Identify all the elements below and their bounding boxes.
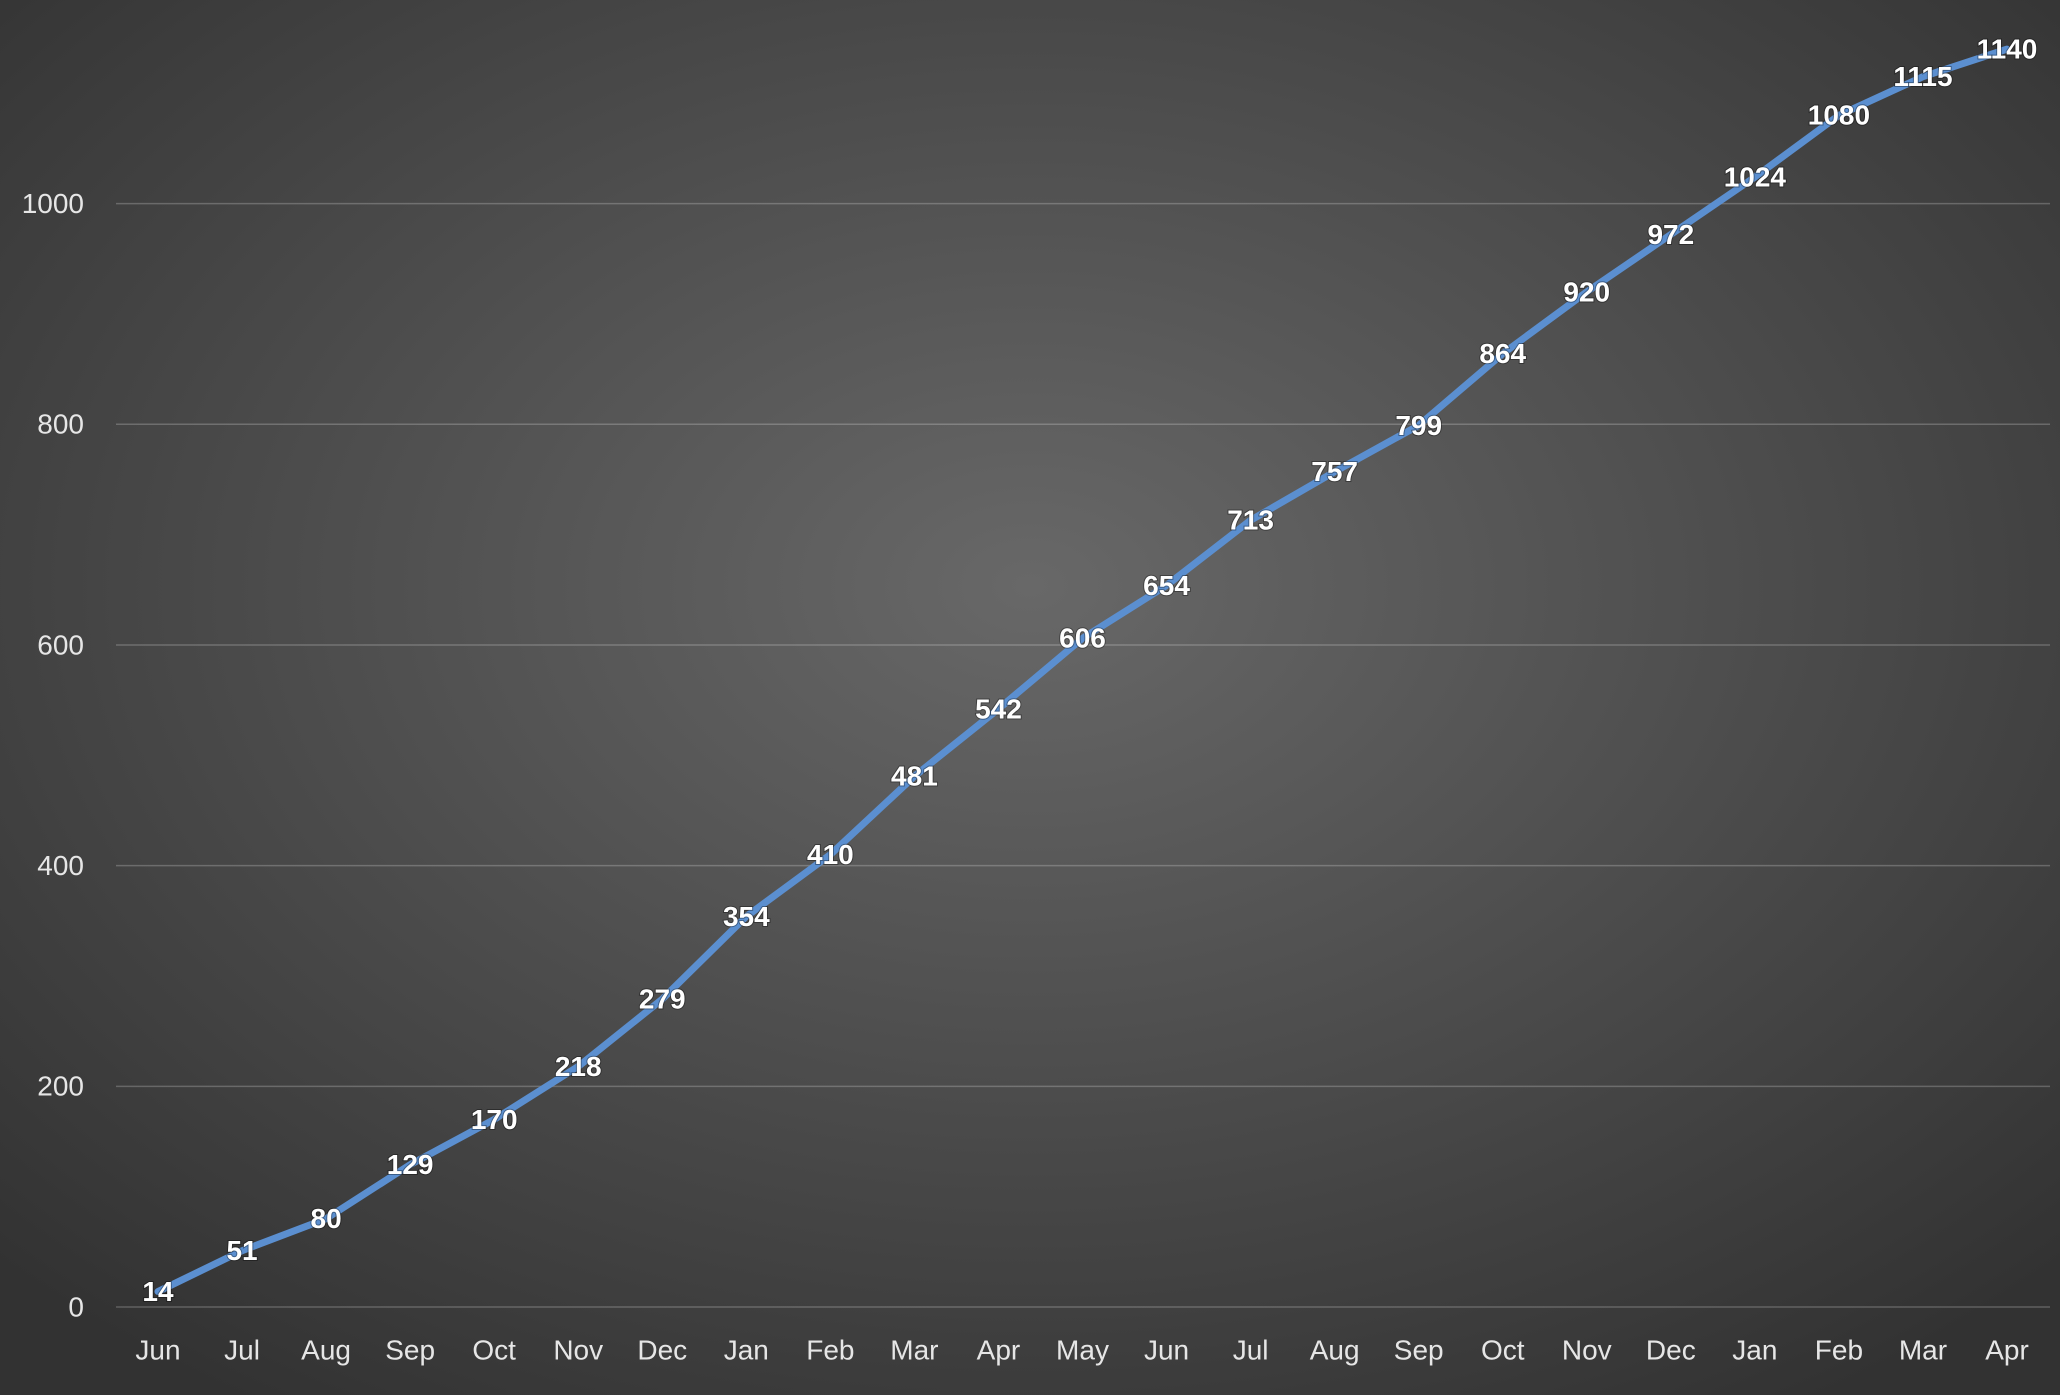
x-tick-label: Aug [1310, 1334, 1360, 1365]
x-tick-label: Jun [1144, 1334, 1189, 1365]
data-label: 654 [1143, 570, 1190, 601]
y-tick-label: 200 [37, 1071, 84, 1102]
x-tick-label: Sep [1394, 1334, 1444, 1365]
x-tick-label: Nov [553, 1334, 603, 1365]
y-tick-label: 400 [37, 850, 84, 881]
x-tick-label: Jul [1233, 1334, 1269, 1365]
data-label: 799 [1395, 410, 1442, 441]
data-label: 129 [387, 1149, 434, 1180]
y-tick-label: 1000 [22, 188, 84, 219]
data-label: 80 [311, 1203, 342, 1234]
x-tick-label: Aug [301, 1334, 351, 1365]
y-tick-label: 600 [37, 629, 84, 660]
data-label: 713 [1227, 505, 1274, 536]
data-label: 170 [471, 1104, 518, 1135]
x-tick-label: Feb [806, 1334, 854, 1365]
x-tick-label: Dec [1646, 1334, 1696, 1365]
y-tick-label: 0 [68, 1291, 84, 1322]
data-label: 14 [142, 1276, 174, 1307]
data-label: 606 [1059, 623, 1106, 654]
data-label: 864 [1479, 338, 1526, 369]
data-label: 481 [891, 761, 938, 792]
data-label: 920 [1563, 276, 1610, 307]
data-label: 972 [1647, 219, 1694, 250]
x-tick-label: Dec [637, 1334, 687, 1365]
data-line [154, 45, 2011, 1296]
data-label: 1024 [1724, 162, 1787, 193]
x-tick-label: Mar [890, 1334, 938, 1365]
x-tick-label: Oct [1481, 1334, 1525, 1365]
x-tick-label: Feb [1815, 1334, 1863, 1365]
data-label: 51 [226, 1235, 257, 1266]
data-label: 354 [723, 901, 770, 932]
data-label: 542 [975, 693, 1022, 724]
data-label: 410 [807, 839, 854, 870]
data-label: 757 [1311, 456, 1358, 487]
x-tick-label: Apr [977, 1334, 1021, 1365]
x-tick-label: Sep [385, 1334, 435, 1365]
data-label: 1115 [1893, 61, 1952, 92]
data-label: 279 [639, 984, 686, 1015]
y-tick-label: 800 [37, 409, 84, 440]
data-label: 1080 [1808, 100, 1870, 131]
x-tick-label: May [1056, 1334, 1109, 1365]
x-tick-label: Apr [1985, 1334, 2029, 1365]
x-tick-label: Nov [1562, 1334, 1612, 1365]
x-tick-label: Jun [135, 1334, 180, 1365]
data-label: 218 [555, 1051, 602, 1082]
x-tick-label: Oct [472, 1334, 516, 1365]
data-label: 1140 [1977, 34, 2038, 65]
x-tick-label: Jan [724, 1334, 769, 1365]
x-tick-label: Jul [224, 1334, 260, 1365]
x-tick-label: Mar [1899, 1334, 1947, 1365]
x-tick-label: Jan [1732, 1334, 1777, 1365]
